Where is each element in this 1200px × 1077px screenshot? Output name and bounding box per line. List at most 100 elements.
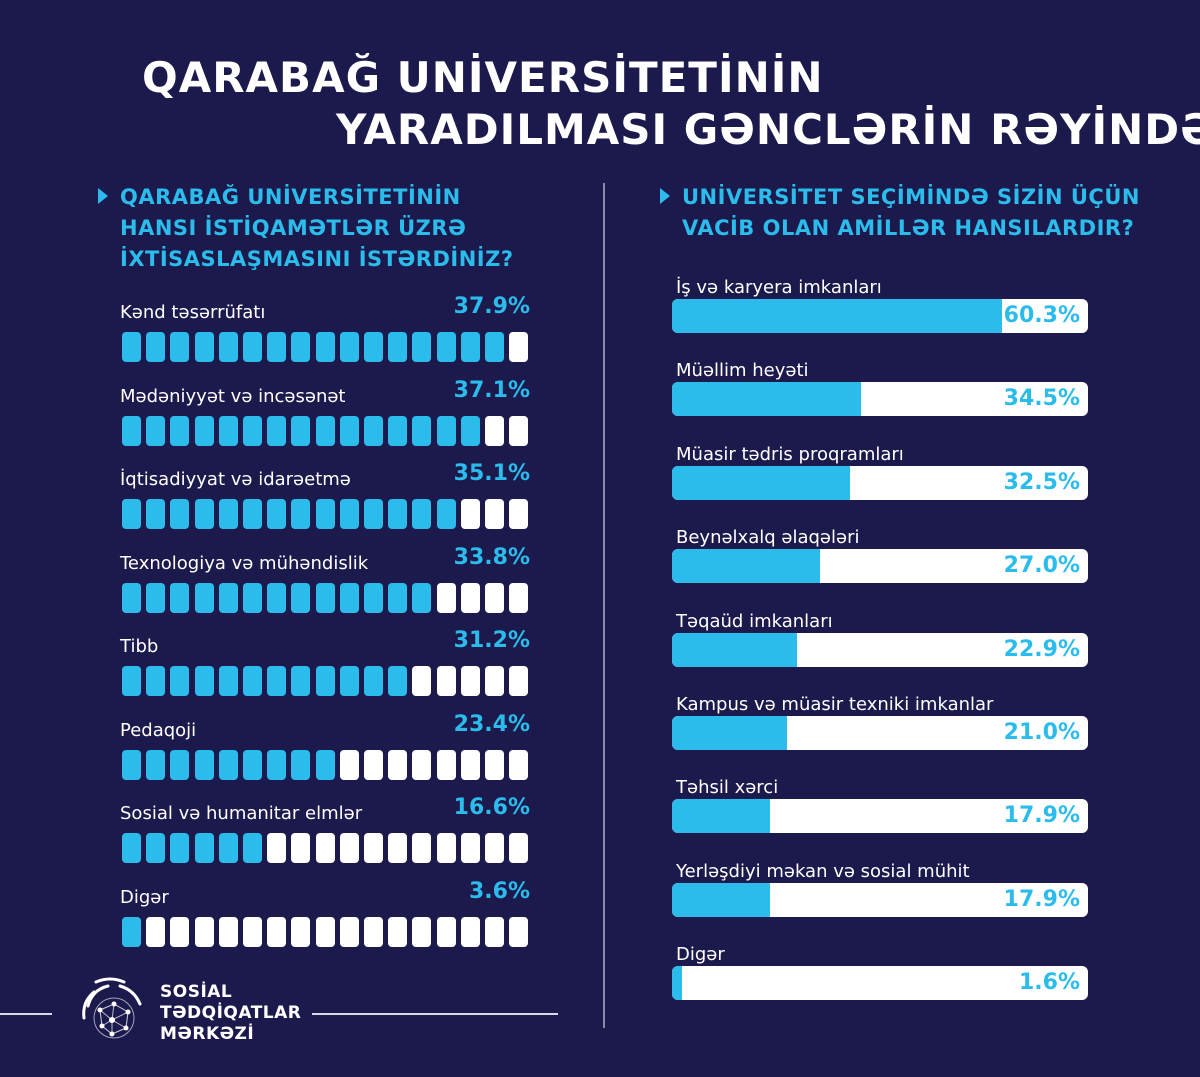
empty-segment xyxy=(291,833,311,863)
filled-segment xyxy=(218,582,238,613)
filled-segment xyxy=(339,499,359,529)
category-label: Təhsil xərci xyxy=(676,777,779,799)
percent-label: 1.6% xyxy=(1018,970,1080,996)
filled-segment xyxy=(267,415,287,446)
left-question-line-1: QARABAĞ UNİVERSİTETİNİN xyxy=(120,185,461,209)
specialization-item: Pedaqoji 23.4% xyxy=(120,712,530,782)
empty-segment xyxy=(388,749,408,780)
empty-segment xyxy=(509,499,529,529)
percent-label: 22.9% xyxy=(1003,636,1080,662)
filled-segment xyxy=(194,415,214,446)
empty-segment xyxy=(485,749,504,780)
right-question-heading: UNİVERSİTET SEÇİMİNDƏ SİZİN ÜÇÜN VACİB O… xyxy=(660,182,1140,244)
specialization-item: Sosial və humanitar elmlər 16.6% xyxy=(120,795,530,865)
empty-segment xyxy=(315,833,335,863)
filled-segment xyxy=(170,415,190,446)
logo-text-line-3: MƏRKƏZİ xyxy=(160,1024,255,1044)
filled-segment xyxy=(485,332,504,362)
empty-segment xyxy=(412,666,432,696)
bar-fill xyxy=(672,716,787,750)
left-question-line-2: HANSI İSTİQAMƏTLƏR ÜZRƏ xyxy=(120,216,467,240)
empty-segment xyxy=(509,666,529,696)
left-question-line-3: İXTİSASLAŞMASINI İSTƏRDİNİZ? xyxy=(120,247,514,271)
filled-segment xyxy=(267,749,287,780)
triangle-bullet-icon xyxy=(660,188,670,204)
empty-segment xyxy=(436,582,456,613)
filled-segment xyxy=(243,332,262,362)
category-label: İş və karyera imkanları xyxy=(676,277,882,298)
filled-segment xyxy=(243,666,262,696)
category-label: Sosial və humanitar elmlər xyxy=(120,803,363,824)
filled-segment xyxy=(122,666,141,696)
percent-label: 17.9% xyxy=(1003,886,1080,912)
empty-segment xyxy=(291,916,311,947)
empty-segment xyxy=(485,666,504,696)
filled-segment xyxy=(436,332,456,362)
category-label: Yerləşdiyi məkan və sosial mühit xyxy=(676,860,970,882)
filled-segment xyxy=(122,916,141,947)
empty-segment xyxy=(460,749,480,780)
filled-segment xyxy=(388,582,408,613)
specialization-item: Texnologiya və mühəndislik 33.8% xyxy=(120,545,530,615)
filled-segment xyxy=(339,332,359,362)
logo-text: SOSİAL TƏDQİQATLAR MƏRKƏZİ xyxy=(160,982,301,1045)
category-label: Müasir tədris proqramları xyxy=(676,443,904,465)
filled-segment xyxy=(315,749,335,780)
filled-segment xyxy=(122,833,141,863)
empty-segment xyxy=(460,582,480,613)
filled-segment xyxy=(412,415,432,446)
bar-track: 27.0% xyxy=(672,549,1088,584)
filled-segment xyxy=(364,582,383,613)
column-divider xyxy=(603,183,605,1028)
percent-label: 23.4% xyxy=(453,711,530,737)
factor-item: Digər 1.6% xyxy=(672,944,1088,1024)
empty-segment xyxy=(460,666,480,696)
filled-segment xyxy=(315,415,335,446)
empty-segment xyxy=(436,666,456,696)
percent-label: 37.9% xyxy=(453,294,530,319)
empty-segment xyxy=(509,749,529,780)
factor-item: Müasir tədris proqramları 32.5% xyxy=(672,444,1088,524)
logo-text-line-2: TƏDQİQATLAR xyxy=(160,1003,302,1023)
filled-segment xyxy=(194,332,214,362)
filled-segment xyxy=(388,666,408,696)
percent-label: 37.1% xyxy=(453,377,530,403)
filled-segment xyxy=(388,332,408,362)
empty-segment xyxy=(460,916,480,947)
filled-segment xyxy=(291,499,311,529)
empty-segment xyxy=(315,916,335,947)
filled-segment xyxy=(122,415,141,446)
filled-segment xyxy=(170,499,190,529)
filled-segment xyxy=(243,499,262,529)
filled-segment xyxy=(364,666,383,696)
bar-track: 34.5% xyxy=(672,382,1088,417)
percent-label: 31.2% xyxy=(453,628,530,653)
category-label: Təqaüd imkanları xyxy=(676,610,833,632)
filled-segment xyxy=(146,332,166,362)
sosial-tedqiqatlar-logo-icon xyxy=(82,977,142,1039)
specialization-item: Tibb 31.2% xyxy=(120,628,530,698)
filled-segment xyxy=(146,415,166,446)
filled-segment xyxy=(364,415,383,446)
bar-track: 17.9% xyxy=(672,882,1088,917)
percent-label: 60.3% xyxy=(1003,303,1080,328)
filled-segment xyxy=(267,499,287,529)
empty-segment xyxy=(339,833,359,863)
empty-segment xyxy=(412,916,432,947)
filled-segment xyxy=(170,833,190,863)
category-label: Kənd təsərrüfatı xyxy=(120,302,266,323)
filled-segment xyxy=(218,332,238,362)
empty-segment xyxy=(267,916,287,947)
empty-segment xyxy=(460,499,480,529)
specialization-item: Digər 3.6% xyxy=(120,879,530,949)
category-label: Kampus və müasir texniki imkanlar xyxy=(676,694,994,715)
filled-segment xyxy=(146,499,166,529)
percent-label: 3.6% xyxy=(468,878,530,904)
filled-segment xyxy=(194,749,214,780)
filled-segment xyxy=(315,666,335,696)
filled-segment xyxy=(291,582,311,613)
filled-segment xyxy=(339,582,359,613)
category-label: Müəllim heyəti xyxy=(676,360,809,382)
filled-segment xyxy=(218,415,238,446)
category-label: Beynəlxalq əlaqələri xyxy=(676,527,860,549)
